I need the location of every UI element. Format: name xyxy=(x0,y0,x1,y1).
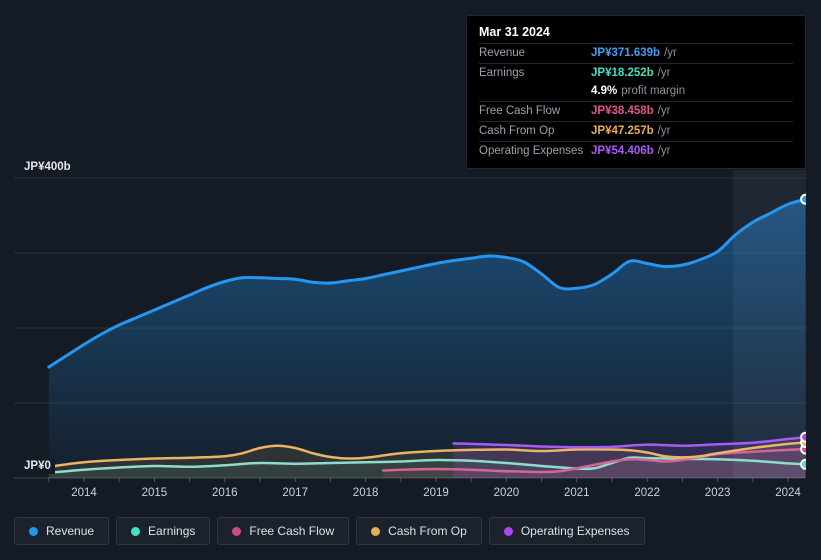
legend-label: Revenue xyxy=(46,524,94,538)
tooltip-value: 4.9% xyxy=(591,83,617,99)
earnings-dot-icon xyxy=(131,527,140,536)
tooltip-value: JP¥18.252b xyxy=(591,65,654,81)
tooltip-value: JP¥371.639b xyxy=(591,45,660,61)
legend-label: Earnings xyxy=(148,524,195,538)
legend-item-free-cash-flow[interactable]: Free Cash Flow xyxy=(217,517,349,545)
y-axis-label-0: JP¥0 xyxy=(24,459,55,474)
legend-item-cash-from-op[interactable]: Cash From Op xyxy=(356,517,482,545)
svg-text:2014: 2014 xyxy=(71,487,97,499)
tooltip-suffix: /yr xyxy=(658,103,671,119)
tooltip-row-earnings: Earnings JP¥18.252b /yr xyxy=(479,63,793,83)
svg-text:2022: 2022 xyxy=(634,487,660,499)
legend-item-earnings[interactable]: Earnings xyxy=(116,517,210,545)
svg-text:2015: 2015 xyxy=(142,487,168,499)
tooltip-suffix: /yr xyxy=(658,143,671,159)
tooltip-row-revenue: Revenue JP¥371.639b /yr xyxy=(479,43,793,63)
svg-text:2021: 2021 xyxy=(564,487,590,499)
tooltip-value: JP¥38.458b xyxy=(591,103,654,119)
tooltip-suffix: profit margin xyxy=(621,83,685,99)
svg-text:2020: 2020 xyxy=(494,487,520,499)
tooltip-label: Operating Expenses xyxy=(479,143,591,159)
tooltip-label: Earnings xyxy=(479,65,591,81)
svg-text:2024: 2024 xyxy=(775,487,801,499)
tooltip-value: JP¥54.406b xyxy=(591,143,654,159)
legend-label: Free Cash Flow xyxy=(249,524,334,538)
revenue-dot-icon xyxy=(29,527,38,536)
tooltip-label: Cash From Op xyxy=(479,123,591,139)
tooltip-date: Mar 31 2024 xyxy=(479,22,793,43)
tooltip-value: JP¥47.257b xyxy=(591,123,654,139)
chart-tooltip: Mar 31 2024 Revenue JP¥371.639b /yr Earn… xyxy=(466,15,806,169)
tooltip-row-operating-expenses: Operating Expenses JP¥54.406b /yr xyxy=(479,141,793,161)
cash-from-op-dot-icon xyxy=(371,527,380,536)
chart-legend: Revenue Earnings Free Cash Flow Cash Fro… xyxy=(14,517,645,545)
legend-item-operating-expenses[interactable]: Operating Expenses xyxy=(489,517,645,545)
free-cash-flow-dot-icon xyxy=(232,527,241,536)
tooltip-row-cash-from-op: Cash From Op JP¥47.257b /yr xyxy=(479,121,793,141)
tooltip-row-free-cash-flow: Free Cash Flow JP¥38.458b /yr xyxy=(479,101,793,121)
earnings-revenue-history-chart: 2014 2015 2016 2017 2018 2019 2020 2021 2022 2023… xyxy=(0,0,821,560)
svg-text:2019: 2019 xyxy=(423,487,449,499)
svg-text:2023: 2023 xyxy=(705,487,731,499)
tooltip-suffix: /yr xyxy=(658,123,671,139)
svg-text:2018: 2018 xyxy=(353,487,379,499)
operating-expenses-dot-icon xyxy=(504,527,513,536)
svg-text:2017: 2017 xyxy=(282,487,308,499)
tooltip-row-profit-margin: 4.9% profit margin xyxy=(479,83,793,101)
legend-label: Operating Expenses xyxy=(521,524,630,538)
tooltip-label: Free Cash Flow xyxy=(479,103,591,119)
legend-item-revenue[interactable]: Revenue xyxy=(14,517,109,545)
legend-label: Cash From Op xyxy=(388,524,467,538)
y-axis-label-400b: JP¥400b xyxy=(24,160,75,175)
tooltip-label: Revenue xyxy=(479,45,591,61)
tooltip-suffix: /yr xyxy=(658,65,671,81)
tooltip-suffix: /yr xyxy=(664,45,677,61)
svg-text:2016: 2016 xyxy=(212,487,238,499)
